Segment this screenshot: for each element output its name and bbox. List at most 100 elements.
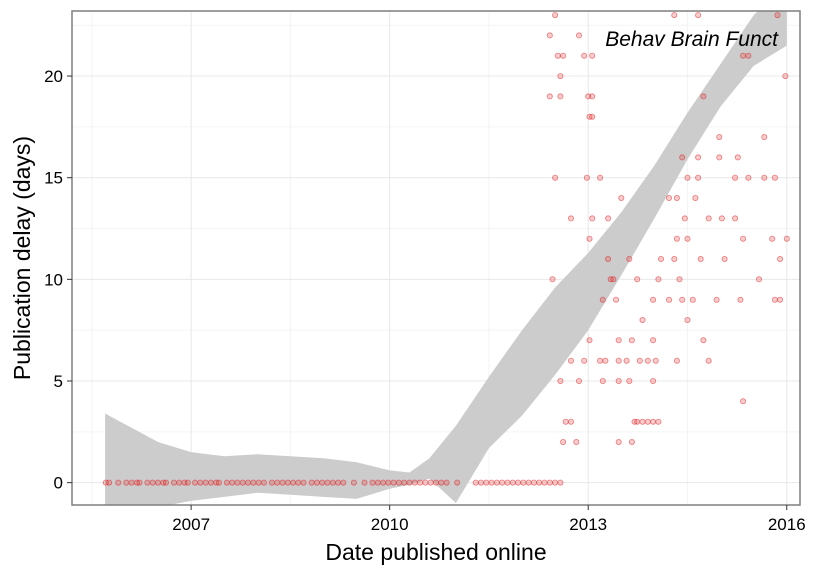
- data-point-zero-delay: [401, 479, 408, 486]
- data-point-delayed: [618, 194, 625, 201]
- data-point-zero-delay: [520, 479, 527, 486]
- data-point-delayed: [697, 255, 704, 262]
- data-point-delayed: [650, 296, 657, 303]
- data-point-delayed: [554, 52, 561, 59]
- data-point-delayed: [769, 235, 776, 242]
- data-point-zero-delay: [239, 479, 246, 486]
- data-point-delayed: [586, 337, 593, 344]
- data-point-delayed: [684, 316, 691, 323]
- data-point-delayed: [761, 174, 768, 181]
- data-point-zero-delay: [454, 479, 461, 486]
- data-point-zero-delay: [274, 479, 281, 486]
- data-point-zero-delay: [250, 479, 257, 486]
- data-point-zero-delay: [202, 479, 209, 486]
- data-point-zero-delay: [472, 479, 479, 486]
- data-point-zero-delay: [536, 479, 543, 486]
- y-tick-label: 20: [44, 67, 63, 86]
- data-point-zero-delay: [390, 479, 397, 486]
- data-point-zero-delay: [493, 479, 500, 486]
- data-point-delayed: [771, 296, 778, 303]
- data-point-zero-delay: [268, 479, 275, 486]
- data-point-delayed: [636, 357, 643, 364]
- data-point-zero-delay: [260, 479, 267, 486]
- data-point-delayed: [560, 52, 567, 59]
- data-point-zero-delay: [144, 479, 151, 486]
- data-point-zero-delay: [170, 479, 177, 486]
- data-point-delayed: [573, 438, 580, 445]
- data-point-zero-delay: [308, 479, 315, 486]
- y-tick-label: 0: [54, 474, 63, 493]
- data-point-zero-delay: [319, 479, 326, 486]
- panel-background: [72, 11, 800, 505]
- data-point-delayed: [557, 73, 564, 80]
- y-axis-ticks: 0 5 10 15 20: [44, 67, 72, 493]
- y-tick-label: 15: [44, 169, 63, 188]
- data-point-delayed: [639, 316, 646, 323]
- data-point-delayed: [673, 357, 680, 364]
- data-point-zero-delay: [207, 479, 214, 486]
- data-point-zero-delay: [128, 479, 135, 486]
- data-point-zero-delay: [411, 479, 418, 486]
- data-point-zero-delay: [525, 479, 532, 486]
- data-point-delayed: [689, 296, 696, 303]
- data-point-delayed: [552, 174, 559, 181]
- data-point-delayed: [615, 377, 622, 384]
- data-point-delayed: [634, 276, 641, 283]
- data-point-delayed: [713, 296, 720, 303]
- y-axis-title: Publication delay (days): [9, 136, 35, 380]
- data-point-delayed: [560, 438, 567, 445]
- data-point-delayed: [581, 357, 588, 364]
- data-point-delayed: [589, 93, 596, 100]
- data-point-delayed: [673, 235, 680, 242]
- data-point-delayed: [546, 93, 553, 100]
- data-point-delayed: [589, 113, 596, 120]
- data-point-zero-delay: [546, 479, 553, 486]
- data-point-delayed: [615, 438, 622, 445]
- data-point-delayed: [552, 12, 559, 19]
- x-axis-title: Date published online: [325, 539, 546, 565]
- data-point-delayed: [777, 255, 784, 262]
- data-point-zero-delay: [340, 479, 347, 486]
- data-point-delayed: [650, 418, 657, 425]
- data-point-zero-delay: [499, 479, 506, 486]
- data-point-delayed: [679, 296, 686, 303]
- data-point-zero-delay: [557, 479, 564, 486]
- data-point-delayed: [586, 235, 593, 242]
- data-point-delayed: [774, 12, 781, 19]
- data-point-zero-delay: [313, 479, 320, 486]
- x-tick-label: 2007: [172, 515, 210, 534]
- data-point-delayed: [602, 357, 609, 364]
- data-point-delayed: [615, 337, 622, 344]
- data-point-delayed: [658, 255, 665, 262]
- data-point-zero-delay: [255, 479, 262, 486]
- data-point-delayed: [613, 296, 620, 303]
- data-point-zero-delay: [443, 479, 450, 486]
- data-point-zero-delay: [184, 479, 191, 486]
- data-point-delayed: [671, 12, 678, 19]
- data-point-delayed: [673, 194, 680, 201]
- panel-border: [71, 10, 801, 506]
- confidence-band: [105, 11, 787, 505]
- data-point-delayed: [700, 93, 707, 100]
- data-point-delayed: [650, 377, 657, 384]
- data-point-delayed: [692, 194, 699, 201]
- data-point-delayed: [684, 174, 691, 181]
- data-point-zero-delay: [432, 479, 439, 486]
- data-point-delayed: [581, 52, 588, 59]
- data-point-zero-delay: [504, 479, 511, 486]
- data-point-zero-delay: [284, 479, 291, 486]
- data-point-zero-delay: [136, 479, 143, 486]
- data-point-zero-delay: [329, 479, 336, 486]
- data-point-zero-delay: [295, 479, 302, 486]
- x-axis-ticks: 2007 2010 2013 2016: [172, 505, 806, 534]
- data-point-delayed: [761, 133, 768, 140]
- data-point-delayed: [655, 418, 662, 425]
- data-point-zero-delay: [477, 479, 484, 486]
- data-point-delayed: [681, 215, 688, 222]
- data-point-zero-delay: [541, 479, 548, 486]
- data-point-zero-delay: [483, 479, 490, 486]
- data-point-delayed: [626, 255, 633, 262]
- data-point-delayed: [583, 174, 590, 181]
- data-point-delayed: [644, 418, 651, 425]
